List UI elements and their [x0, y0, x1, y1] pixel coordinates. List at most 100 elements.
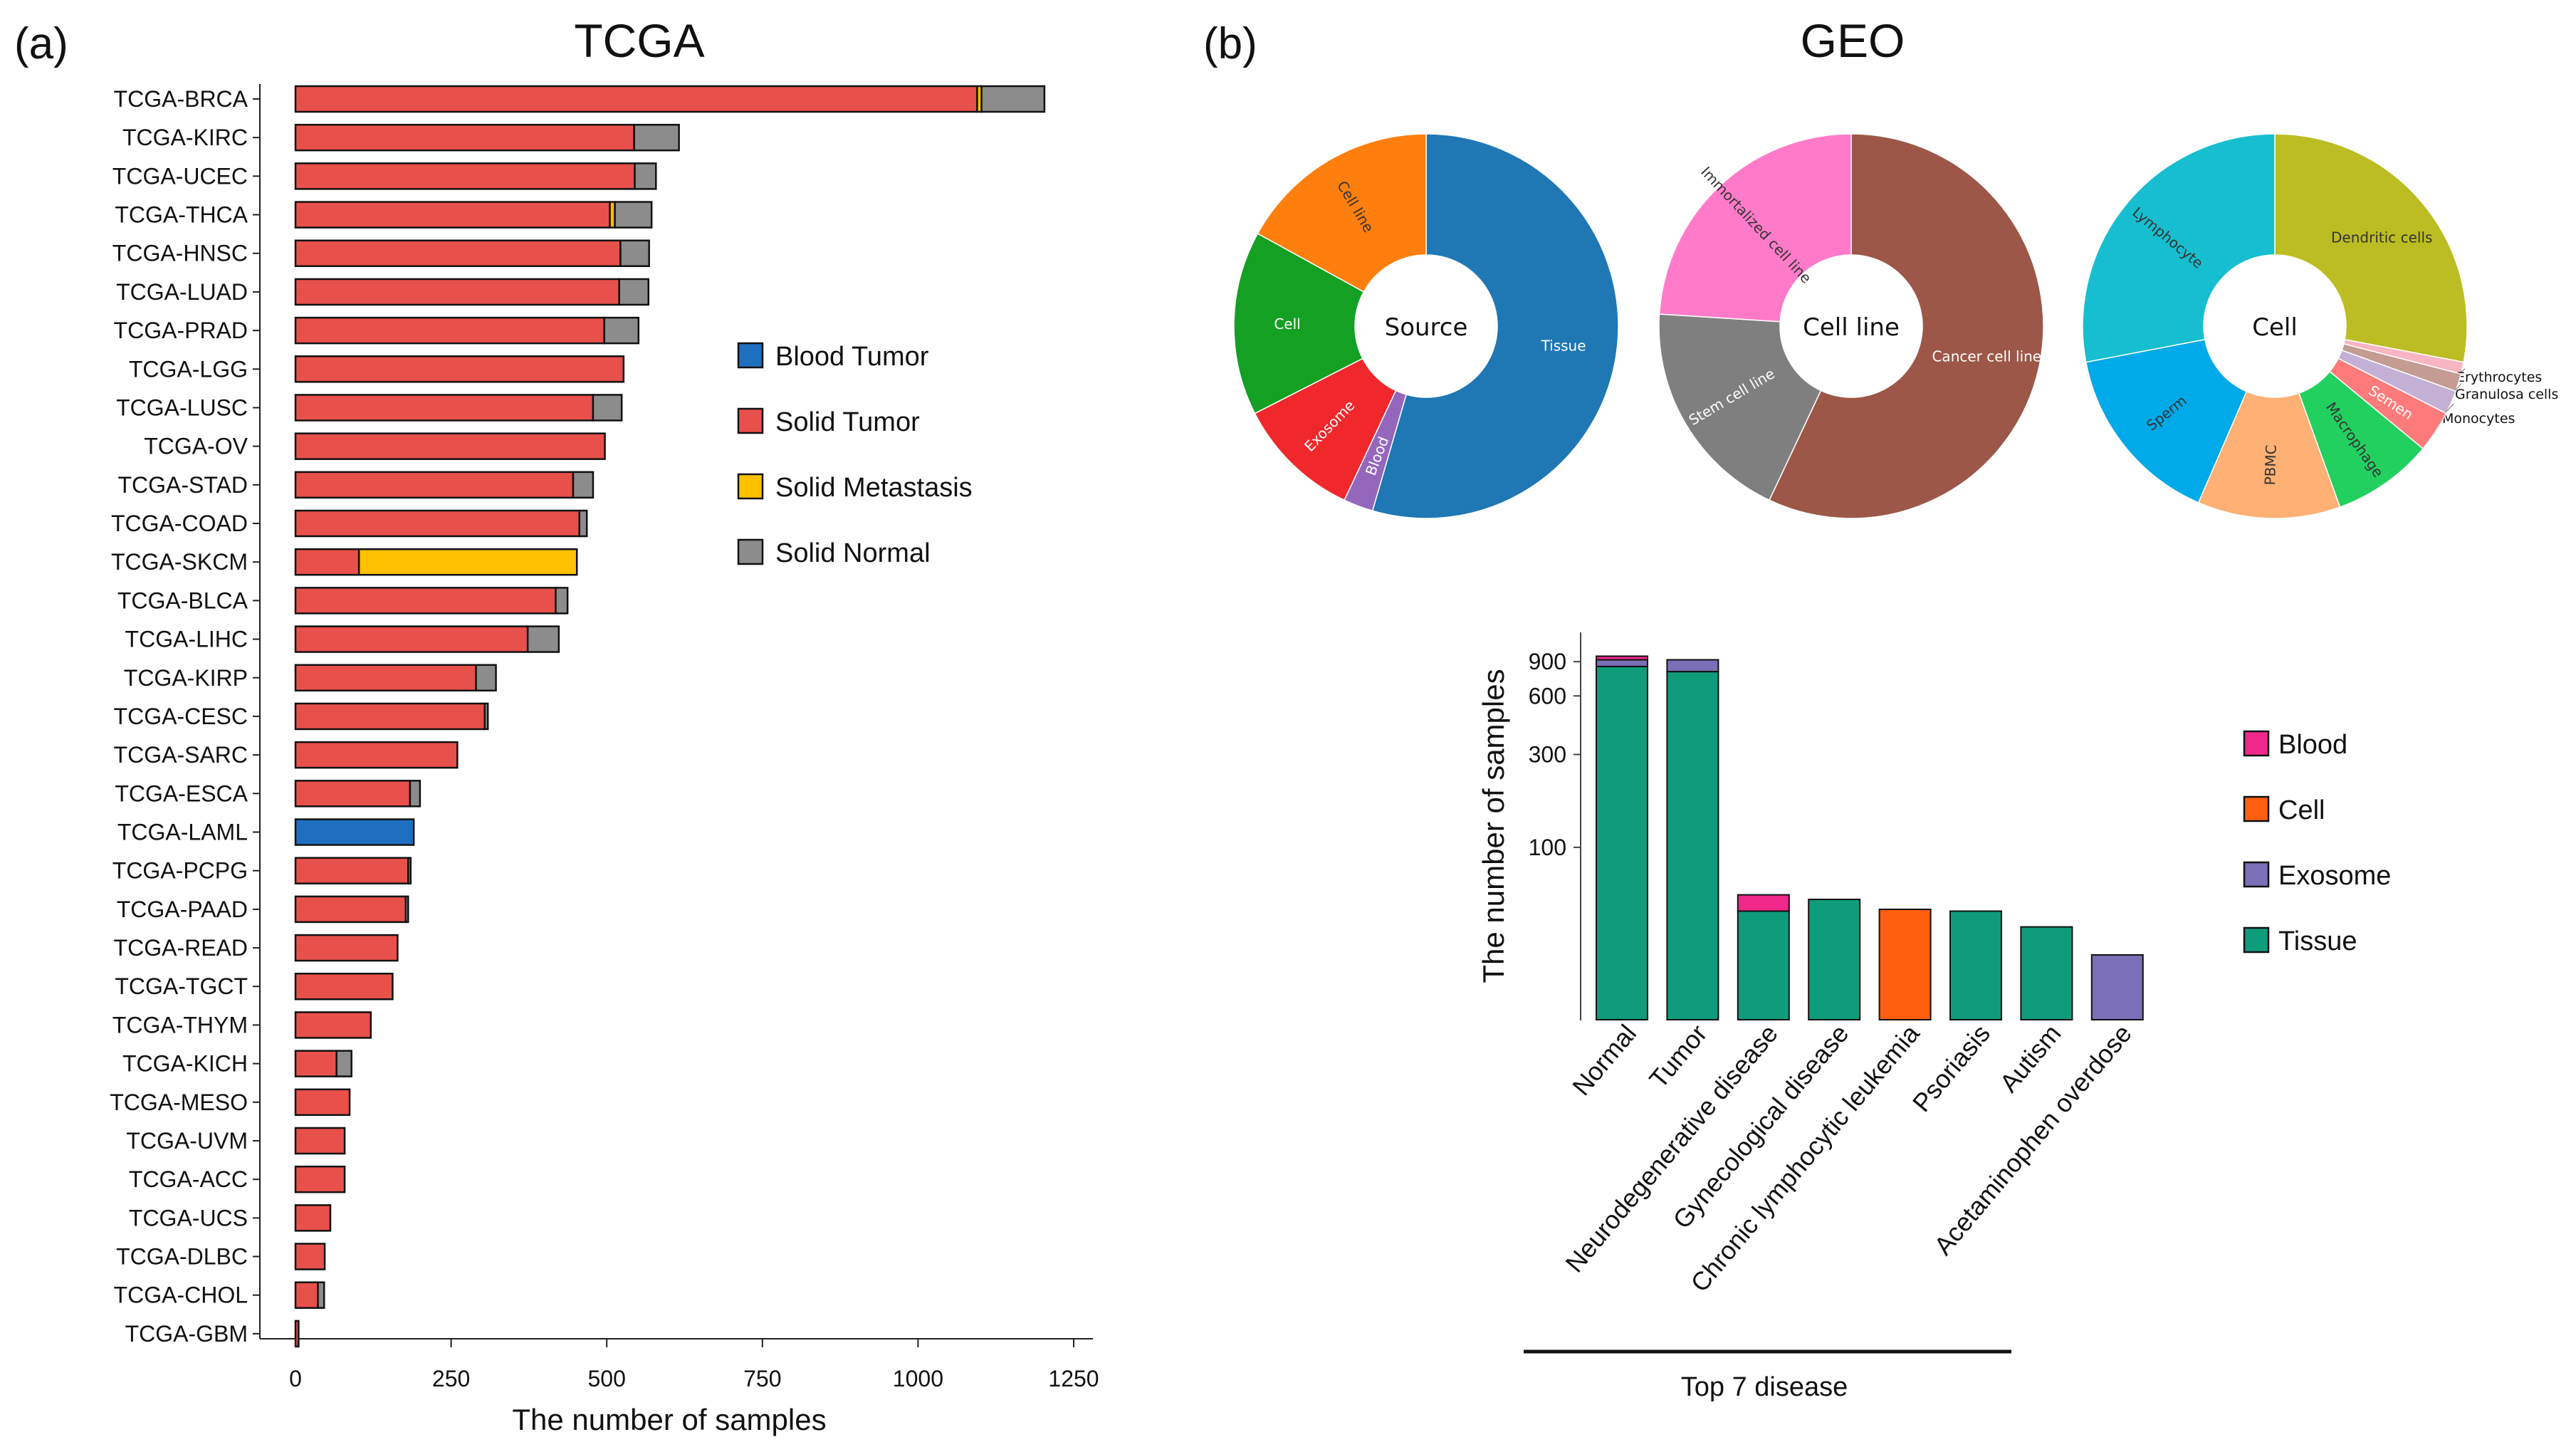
- tcga-legend-swatch-solid-metastasis: [737, 473, 764, 500]
- tcga-category-label-tcga-ov: TCGA-OV: [144, 434, 248, 459]
- tcga-bar-tcga-lusc-solid-normal: [592, 394, 623, 422]
- geo-legend-swatch-exosome: [2243, 861, 2270, 888]
- tcga-category-label-tcga-tgct: TCGA-TGCT: [115, 973, 248, 999]
- tcga-category-label-tcga-skcm: TCGA-SKCM: [111, 549, 248, 575]
- geo-legend-swatch-tissue: [2243, 926, 2270, 954]
- geo-bar-normal-tissue: [1596, 665, 1648, 1021]
- tcga-bar-tcga-luad-solid-tumor: [294, 278, 620, 306]
- tcga-x-tick-label: 500: [588, 1366, 626, 1391]
- tcga-category-label-tcga-blca: TCGA-BLCA: [117, 587, 248, 613]
- tcga-category-label-tcga-lusc: TCGA-LUSC: [116, 395, 248, 420]
- source_donut-label-cell: Cell: [1274, 315, 1300, 333]
- tcga-bar-tcga-brca-solid-normal: [980, 85, 1046, 113]
- tcga-bar-tcga-sarc-solid-tumor: [294, 741, 459, 769]
- panel-b-label: (b): [1203, 19, 1257, 68]
- tcga-bar-tcga-thca-solid-normal: [614, 201, 653, 229]
- tcga-bar-tcga-chol-solid-normal: [317, 1281, 325, 1309]
- tcga-x-tick-label: 1000: [893, 1366, 943, 1391]
- tcga-category-label-tcga-kirp: TCGA-KIRP: [124, 665, 248, 691]
- cell_donut-center-label: Cell: [2252, 313, 2298, 342]
- tcga-category-label-tcga-thym: TCGA-THYM: [112, 1012, 248, 1038]
- geo-y-tick-label: 100: [1529, 835, 1566, 860]
- geo-legend-label-cell: Cell: [2278, 795, 2325, 825]
- tcga-bar-tcga-ucec-solid-normal: [634, 162, 657, 190]
- panel-b: (b) GEO Tissue Blood Exosome Cell Cell line S…: [1203, 14, 2558, 1402]
- tcga-category-label-tcga-uvm: TCGA-UVM: [126, 1128, 248, 1154]
- geo-y-tick-label: 300: [1529, 742, 1566, 768]
- source_donut-slice-tissue: [1371, 133, 1619, 519]
- cellline_donut-slice-stem-cell-line: [1658, 313, 1822, 501]
- tcga-category-label-tcga-thca: TCGA-THCA: [115, 202, 248, 228]
- tcga-bar-tcga-kich-solid-normal: [335, 1050, 352, 1077]
- tcga-bar-tcga-paad-solid-tumor: [294, 895, 407, 924]
- tcga-bar-tcga-cesc-solid-tumor: [294, 702, 486, 731]
- tcga-bar-tcga-dlbc-solid-tumor: [294, 1243, 326, 1270]
- geo-bar-psoriasis-tissue: [1949, 910, 2002, 1020]
- tcga-bar-tcga-hnsc-solid-tumor: [294, 239, 622, 267]
- tcga-x-axis-title: The number of samples: [512, 1403, 826, 1436]
- geo-legend-label-exosome: Exosome: [2278, 861, 2391, 891]
- cell_donut-slice-lymphocyte: [2082, 133, 2276, 363]
- geo-bar-acetaminophen-overdose-exosome: [2090, 954, 2144, 1021]
- tcga-bar-tcga-esca-solid-normal: [409, 780, 422, 808]
- geo-y-axis-title: The number of samples: [1477, 669, 1510, 983]
- tcga-bar-tcga-thym-solid-tumor: [294, 1011, 372, 1039]
- tcga-legend-label-blood-tumor: Blood Tumor: [775, 342, 929, 372]
- tcga-bar-tcga-pcpg-solid-tumor: [294, 857, 409, 884]
- tcga-category-label-tcga-paad: TCGA-PAAD: [117, 897, 248, 922]
- geo-legend-label-tissue: Tissue: [2278, 926, 2357, 956]
- tcga-bar-tcga-prad-solid-normal: [603, 316, 640, 345]
- tcga-bar-tcga-stad-solid-tumor: [294, 471, 575, 499]
- geo-bar-neurodegenerative-disease-blood: [1737, 894, 1790, 912]
- tcga-category-label-tcga-brca: TCGA-BRCA: [114, 86, 248, 112]
- source_donut-label-tissue: Tissue: [1541, 337, 1586, 354]
- tcga-legend-label-solid-normal: Solid Normal: [775, 538, 931, 568]
- tcga-category-label-tcga-chol: TCGA-CHOL: [114, 1283, 248, 1308]
- geo-x-axis-title: Top 7 disease: [1681, 1372, 1848, 1402]
- panel-a-label: (a): [14, 19, 68, 68]
- tcga-bar-tcga-kirc-solid-tumor: [294, 123, 635, 152]
- geo-legend-swatch-cell: [2243, 795, 2270, 822]
- geo-bar-chronic-lymphocytic-leukemia-cell: [1878, 908, 1932, 1020]
- tcga-bar-tcga-blca-solid-normal: [555, 587, 569, 615]
- tcga-bar-tcga-pcpg-solid-normal: [407, 857, 412, 884]
- tcga-category-label-tcga-kirc: TCGA-KIRC: [122, 125, 248, 150]
- tcga-bar-tcga-hnsc-solid-normal: [619, 239, 650, 267]
- geo-bar-normal-exosome: [1596, 659, 1648, 667]
- tcga-category-label-tcga-lihc: TCGA-LIHC: [125, 627, 248, 652]
- tcga-category-label-tcga-esca: TCGA-ESCA: [115, 780, 248, 806]
- tcga-bar-tcga-skcm-solid-metastasis: [357, 548, 578, 576]
- tcga-bar-tcga-ucs-solid-tumor: [294, 1204, 332, 1232]
- tcga-bar-tcga-thca-solid-tumor: [294, 201, 611, 229]
- geo-category-label-normal: Normal: [1566, 1019, 1642, 1101]
- tcga-bar-chart: TCGA-BRCA TCGA-KIRC TCGA-UCEC TCGA-THCA TCGA…: [110, 84, 1099, 1436]
- tcga-bar-tcga-read-solid-tumor: [294, 934, 399, 962]
- source_donut-slice-exosome: [1254, 357, 1397, 501]
- geo-y-tick-label: 900: [1529, 649, 1566, 674]
- tcga-category-label-tcga-luad: TCGA-LUAD: [116, 279, 248, 305]
- tcga-legend: Blood Tumor Solid Tumor Solid Metastasis So…: [737, 342, 973, 568]
- tcga-bar-tcga-ov-solid-tumor: [294, 432, 606, 460]
- tcga-bar-tcga-coad-solid-normal: [578, 509, 588, 538]
- tcga-category-label-tcga-coad: TCGA-COAD: [111, 511, 248, 536]
- cell_donut-label-granulosa-cells: Granulosa cells: [2455, 387, 2558, 402]
- cell_donut-label-erythrocytes: Erythrocytes: [2456, 370, 2542, 385]
- geo-bar-gynecological-disease-tissue: [1808, 899, 1861, 1020]
- tcga-category-label-tcga-laml: TCGA-LAML: [117, 820, 248, 845]
- tcga-bar-tcga-esca-solid-tumor: [294, 780, 412, 808]
- geo-category-label-tumor: Tumor: [1643, 1019, 1712, 1094]
- tcga-bar-tcga-uvm-solid-tumor: [294, 1127, 346, 1155]
- tcga-bar-tcga-chol-solid-tumor: [294, 1281, 319, 1309]
- tcga-category-label-tcga-lgg: TCGA-LGG: [129, 356, 248, 382]
- geo-bar-normal-blood: [1596, 655, 1648, 661]
- geo-y-tick-label: 600: [1529, 683, 1566, 709]
- tcga-legend-label-solid-tumor: Solid Tumor: [775, 407, 920, 437]
- tcga-category-label-tcga-kich: TCGA-KICH: [122, 1051, 248, 1077]
- source_donut-center-label: Source: [1385, 313, 1468, 342]
- tcga-bar-tcga-kirp-solid-normal: [475, 664, 497, 692]
- tcga-category-label-tcga-stad: TCGA-STAD: [117, 472, 248, 498]
- geo-title: GEO: [1801, 14, 1905, 67]
- tcga-category-label-tcga-pcpg: TCGA-PCPG: [112, 858, 248, 884]
